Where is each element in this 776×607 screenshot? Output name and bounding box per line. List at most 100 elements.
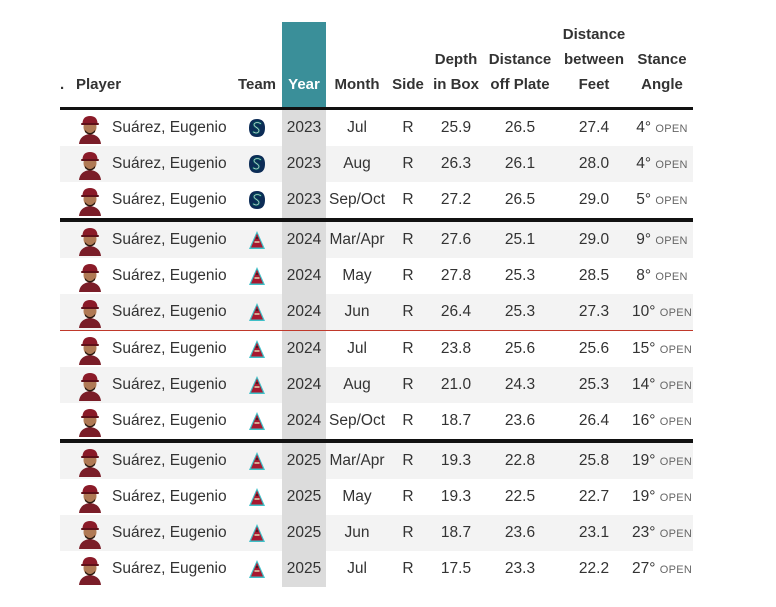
- side-cell: R: [402, 376, 414, 393]
- header-team[interactable]: Team: [237, 76, 277, 93]
- year-cell: 2024: [286, 340, 322, 357]
- player-name[interactable]: Suárez, Eugenio: [112, 560, 227, 577]
- year-cell: 2025: [286, 524, 322, 541]
- header-distance-between-feet[interactable]: Distance between Feet: [556, 22, 632, 97]
- year-column-cell-bg: [282, 551, 326, 587]
- year-column-cell-bg: [282, 403, 326, 439]
- header-player[interactable]: Player: [76, 76, 122, 93]
- year-cell: 2023: [286, 191, 322, 208]
- diamondbacks-logo-icon: [249, 267, 265, 285]
- side-cell: R: [402, 524, 414, 541]
- player-name[interactable]: Suárez, Eugenio: [112, 191, 227, 208]
- year-cell: 2025: [286, 488, 322, 505]
- table-row[interactable]: Suárez, Eugenio 2024 Mar/Apr R 27.6 25.1…: [60, 222, 693, 258]
- stance-open-label: OPEN: [655, 195, 688, 207]
- player-name[interactable]: Suárez, Eugenio: [112, 412, 227, 429]
- player-name[interactable]: Suárez, Eugenio: [112, 376, 227, 393]
- year-column-cell-bg: [282, 515, 326, 551]
- month-divider: [60, 330, 693, 331]
- between-feet-cell: 25.6: [578, 340, 610, 357]
- player-name[interactable]: Suárez, Eugenio: [112, 524, 227, 541]
- stance-angle-value: 5°: [636, 191, 652, 208]
- header-stance-line1: Stance: [637, 51, 687, 68]
- header-year[interactable]: Year: [288, 76, 320, 93]
- stance-open-label: OPEN: [659, 492, 693, 504]
- player-name[interactable]: Suárez, Eugenio: [112, 267, 227, 284]
- year-cell: 2024: [286, 267, 322, 284]
- depth-cell: 17.5: [440, 560, 472, 577]
- month-cell: Mar/Apr: [329, 231, 385, 248]
- header-stance-line2: Angle: [641, 76, 683, 93]
- off-plate-cell: 26.5: [504, 191, 536, 208]
- header-month[interactable]: Month: [334, 76, 380, 93]
- depth-cell: 25.9: [440, 119, 472, 136]
- year-cell: 2025: [286, 560, 322, 577]
- player-name[interactable]: Suárez, Eugenio: [112, 155, 227, 172]
- player-headshot-avatar: [79, 485, 101, 513]
- stance-angle-cell: 9° OPEN: [632, 222, 692, 258]
- player-name[interactable]: Suárez, Eugenio: [112, 340, 227, 357]
- stance-angle-value: 27°: [632, 560, 656, 577]
- off-plate-cell: 23.6: [504, 524, 536, 541]
- player-headshot-avatar: [79, 300, 101, 328]
- table-row[interactable]: Suárez, Eugenio 2024 May R 27.8 25.3 28.…: [60, 258, 693, 294]
- season-divider: [60, 218, 693, 222]
- month-cell: Jun: [344, 303, 370, 320]
- header-between-feet-line3: Feet: [578, 76, 610, 93]
- side-cell: R: [402, 267, 414, 284]
- table-row[interactable]: Suárez, Eugenio 2025 Mar/Apr R 19.3 22.8…: [60, 443, 693, 479]
- stance-angle-cell: 5° OPEN: [632, 182, 692, 218]
- depth-cell: 27.6: [440, 231, 472, 248]
- month-cell: Mar/Apr: [329, 452, 385, 469]
- table-row[interactable]: Suárez, Eugenio 2023 Sep/Oct R 27.2 26.5…: [60, 182, 693, 218]
- table-row[interactable]: Suárez, Eugenio 2023 Aug R 26.3 26.1 28.…: [60, 146, 693, 182]
- header-depth-in-box[interactable]: Depth in Box: [428, 47, 484, 97]
- table-row[interactable]: Suárez, Eugenio 2024 Jul R 23.8 25.6 25.…: [60, 331, 693, 367]
- off-plate-cell: 26.1: [504, 155, 536, 172]
- table-row[interactable]: Suárez, Eugenio 2024 Sep/Oct R 18.7 23.6…: [60, 403, 693, 439]
- month-cell: Jun: [344, 524, 370, 541]
- player-name[interactable]: Suárez, Eugenio: [112, 303, 227, 320]
- side-cell: R: [402, 560, 414, 577]
- player-name[interactable]: Suárez, Eugenio: [112, 231, 227, 248]
- header-side[interactable]: Side: [392, 76, 424, 93]
- stance-angle-value: 4°: [636, 155, 652, 172]
- year-cell: 2024: [286, 376, 322, 393]
- year-header-highlight[interactable]: Year: [282, 22, 326, 107]
- depth-cell: 18.7: [440, 524, 472, 541]
- diamondbacks-logo-icon: [249, 412, 265, 430]
- stance-open-label: OPEN: [659, 564, 693, 576]
- depth-cell: 27.8: [440, 267, 472, 284]
- year-column-cell-bg: [282, 222, 326, 258]
- table-row[interactable]: Suárez, Eugenio 2023 Jul R 25.9 26.5 27.…: [60, 110, 693, 146]
- player-name[interactable]: Suárez, Eugenio: [112, 452, 227, 469]
- stance-open-label: OPEN: [655, 159, 688, 171]
- depth-cell: 21.0: [440, 376, 472, 393]
- stance-angle-cell: 19° OPEN: [632, 443, 692, 479]
- table-row[interactable]: Suárez, Eugenio 2025 May R 19.3 22.5 22.…: [60, 479, 693, 515]
- player-headshot-avatar: [79, 373, 101, 401]
- stance-angle-cell: 8° OPEN: [632, 258, 692, 294]
- side-cell: R: [402, 303, 414, 320]
- year-column-cell-bg: [282, 443, 326, 479]
- year-cell: 2024: [286, 412, 322, 429]
- off-plate-cell: 25.3: [504, 267, 536, 284]
- stance-angle-cell: 4° OPEN: [632, 146, 692, 182]
- player-headshot-avatar: [79, 116, 101, 144]
- table-row[interactable]: Suárez, Eugenio 2025 Jul R 17.5 23.3 22.…: [60, 551, 693, 587]
- table-row[interactable]: Suárez, Eugenio 2025 Jun R 18.7 23.6 23.…: [60, 515, 693, 551]
- month-cell: Sep/Oct: [329, 191, 385, 208]
- side-cell: R: [402, 488, 414, 505]
- stance-open-label: OPEN: [659, 456, 693, 468]
- player-name[interactable]: Suárez, Eugenio: [112, 488, 227, 505]
- season-divider: [60, 439, 693, 443]
- diamondbacks-logo-icon: [249, 488, 265, 506]
- table-row[interactable]: Suárez, Eugenio 2024 Jun R 26.4 25.3 27.…: [60, 294, 693, 330]
- header-stance-angle[interactable]: Stance Angle: [632, 47, 692, 97]
- year-column-cell-bg: [282, 182, 326, 218]
- player-name[interactable]: Suárez, Eugenio: [112, 119, 227, 136]
- year-cell: 2023: [286, 119, 322, 136]
- header-distance-off-plate[interactable]: Distance off Plate: [484, 47, 556, 97]
- between-feet-cell: 27.3: [578, 303, 610, 320]
- table-row[interactable]: Suárez, Eugenio 2024 Aug R 21.0 24.3 25.…: [60, 367, 693, 403]
